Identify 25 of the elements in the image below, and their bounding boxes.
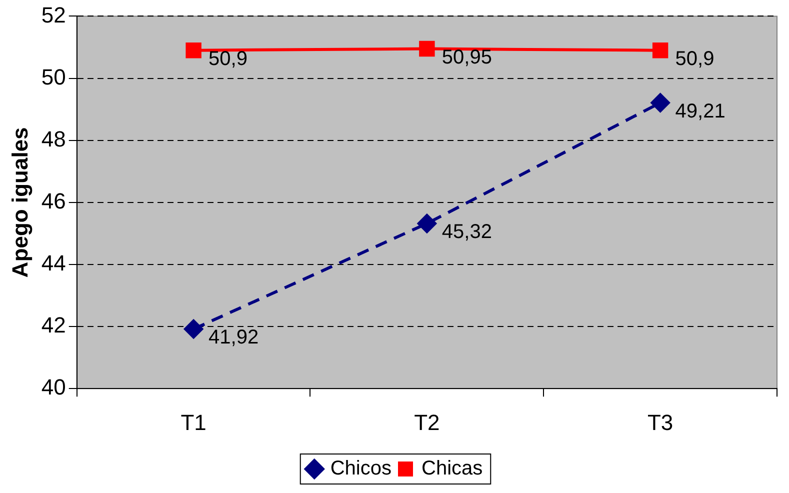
y-tick-label: 46 bbox=[41, 188, 66, 214]
point bbox=[652, 42, 668, 58]
x-tick-label: T2 bbox=[414, 410, 440, 435]
y-axis-title: Apego iguales bbox=[7, 127, 32, 278]
point bbox=[419, 40, 435, 57]
data-label: 45,32 bbox=[442, 221, 492, 244]
y-tick-label: 50 bbox=[41, 64, 66, 90]
data-label: 49,21 bbox=[675, 100, 726, 122]
data-label: 50,9 bbox=[675, 48, 714, 70]
y-tick-label: 40 bbox=[41, 374, 66, 400]
legend-label: Chicas bbox=[422, 458, 483, 480]
data-label: 50,95 bbox=[442, 46, 492, 68]
y-tick-label: 44 bbox=[41, 250, 66, 276]
point bbox=[184, 320, 204, 339]
point bbox=[650, 93, 670, 112]
data-label: 41,92 bbox=[208, 326, 259, 349]
data-label: 50,9 bbox=[208, 48, 248, 70]
y-tick-label: 48 bbox=[41, 126, 66, 152]
point bbox=[417, 214, 436, 234]
legend-label: Chicos bbox=[330, 458, 392, 480]
point bbox=[186, 42, 202, 58]
x-tick-label: T3 bbox=[647, 410, 674, 435]
x-tick-label: T1 bbox=[180, 410, 206, 435]
y-tick-label: 42 bbox=[41, 312, 66, 338]
y-tick-label: 52 bbox=[41, 2, 66, 28]
